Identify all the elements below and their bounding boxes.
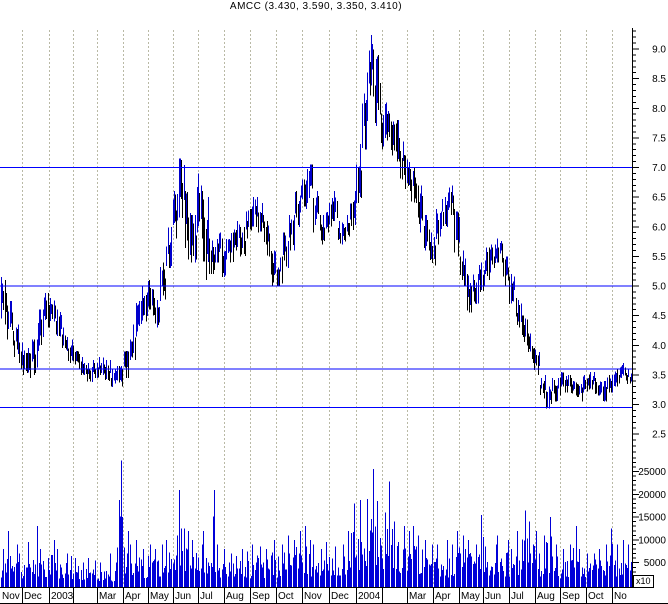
svg-text:10000: 10000 [638, 535, 666, 546]
svg-text:8.0: 8.0 [652, 104, 666, 115]
svg-text:3.0: 3.0 [652, 400, 666, 411]
svg-text:Nov: Nov [2, 591, 20, 602]
month-gridlines [22, 30, 613, 586]
svg-text:2003: 2003 [51, 591, 74, 602]
svg-text:Dec: Dec [331, 591, 349, 602]
svg-text:Jun: Jun [175, 591, 191, 602]
svg-text:7.5: 7.5 [652, 133, 666, 144]
svg-text:May: May [150, 591, 169, 602]
svg-text:6.0: 6.0 [652, 222, 666, 233]
svg-text:9.0: 9.0 [652, 45, 666, 56]
svg-text:Dec: Dec [24, 591, 42, 602]
svg-text:4.5: 4.5 [652, 311, 666, 322]
price-axis-labels: 2.5 3.0 3.5 4.0 4.5 5.0 5.5 6.0 6.5 7.0 7.5 8.0 8.5 9… [652, 45, 666, 441]
date-axis-labels: Nov Dec 2003 Mar Apr May Jun Jul Aug Sep Oct Nov Dec… [2, 591, 627, 602]
svg-text:Nov: Nov [304, 591, 322, 602]
svg-text:Sep: Sep [562, 591, 580, 602]
svg-text:Jul: Jul [511, 591, 524, 602]
svg-text:20000: 20000 [638, 490, 666, 501]
volume-bars [1, 460, 632, 587]
svg-text:5.5: 5.5 [652, 252, 666, 263]
trendlines[interactable] [0, 166, 632, 409]
svg-text:4.0: 4.0 [652, 341, 666, 352]
svg-text:Aug: Aug [226, 591, 244, 602]
svg-text:Aug: Aug [537, 591, 555, 602]
svg-text:6.5: 6.5 [652, 193, 666, 204]
volume-multiplier-label: x10 [633, 575, 654, 588]
svg-text:15000: 15000 [638, 513, 666, 524]
svg-text:Apr: Apr [125, 591, 141, 602]
svg-text:Oct: Oct [278, 591, 294, 602]
chart-title: AMCC (3.430, 3.590, 3.350, 3.410) [229, 1, 403, 12]
svg-text:3.5: 3.5 [652, 370, 666, 381]
svg-text:Jun: Jun [485, 591, 501, 602]
price-bars [1, 34, 632, 409]
svg-text:Sep: Sep [252, 591, 270, 602]
axes [0, 28, 668, 604]
svg-text:7.0: 7.0 [652, 163, 666, 174]
svg-text:Apr: Apr [435, 591, 451, 602]
volume-axis-labels: 5000 10000 15000 20000 25000 [638, 467, 666, 569]
svg-text:Oct: Oct [588, 591, 604, 602]
svg-text:2.5: 2.5 [652, 430, 666, 441]
svg-text:5.0: 5.0 [652, 282, 666, 293]
svg-text:Mar: Mar [99, 591, 117, 602]
svg-text:May: May [461, 591, 480, 602]
svg-text:Mar: Mar [409, 591, 427, 602]
svg-text:No: No [614, 591, 627, 602]
svg-text:25000: 25000 [638, 467, 666, 478]
svg-text:5000: 5000 [644, 558, 667, 569]
svg-text:8.5: 8.5 [652, 74, 666, 85]
svg-text:2004: 2004 [358, 591, 381, 602]
svg-text:Jul: Jul [200, 591, 213, 602]
